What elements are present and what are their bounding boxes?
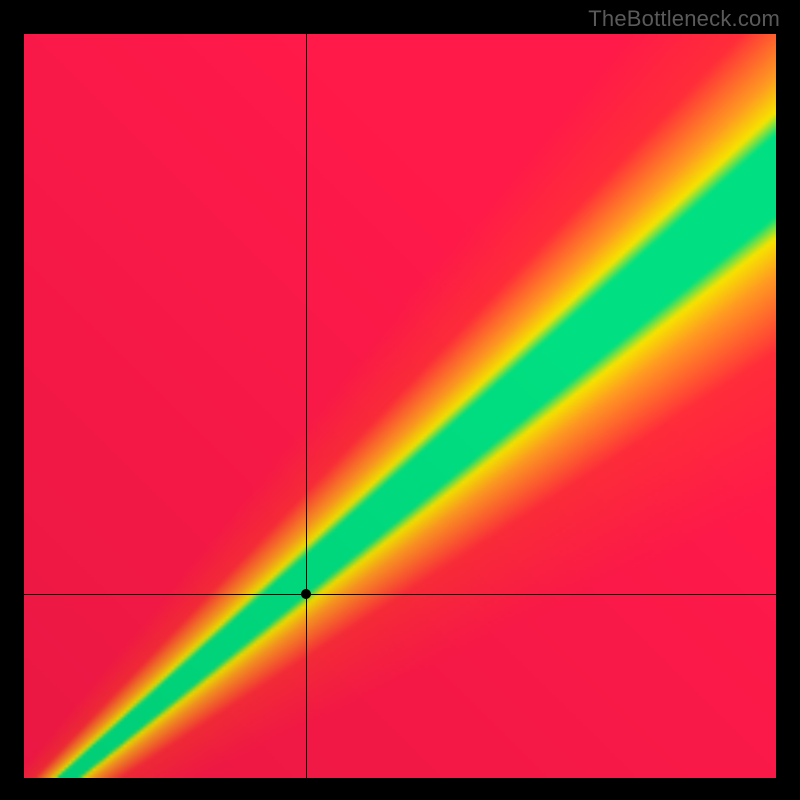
heatmap-canvas <box>24 34 776 778</box>
crosshair-vertical <box>306 34 307 778</box>
crosshair-horizontal <box>24 594 776 595</box>
watermark-text: TheBottleneck.com <box>588 6 780 32</box>
selection-marker-dot <box>301 589 311 599</box>
bottleneck-heatmap-plot <box>24 34 776 778</box>
